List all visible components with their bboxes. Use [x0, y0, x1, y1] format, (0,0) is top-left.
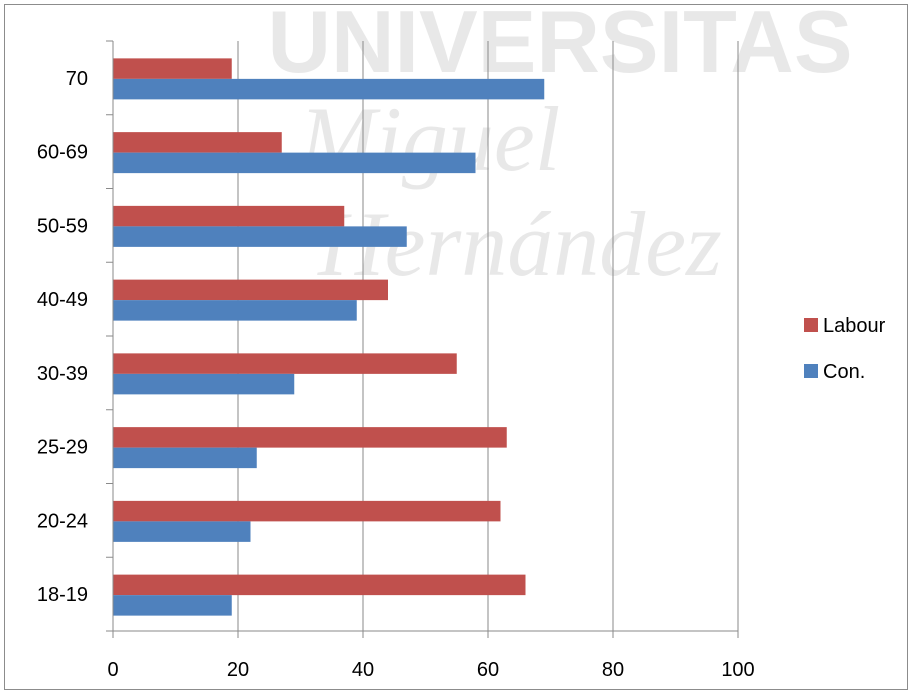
bar-labour-18-19 [113, 574, 526, 596]
legend: Labour Con. [804, 315, 886, 383]
y-tick-label: 25-29 [37, 437, 88, 459]
legend-label-con: Con. [823, 361, 865, 383]
y-tick-label: 50-59 [37, 215, 88, 237]
bar-con-60-69 [113, 152, 476, 174]
watermark-line-2: Miguel [298, 88, 561, 190]
x-tick-label: 0 [107, 659, 118, 681]
y-tick-label: 70 [66, 68, 88, 90]
x-tick-label: 40 [352, 659, 374, 681]
watermark: UNIVERSITAS Miguel Hernández [267, 0, 852, 295]
watermark-line-1: UNIVERSITAS [267, 0, 852, 91]
x-tick-label: 80 [602, 659, 624, 681]
gridlines [237, 41, 739, 631]
legend-label-labour: Labour [823, 315, 886, 337]
y-tick-label: 20-24 [37, 510, 88, 532]
legend-swatch-labour [804, 318, 818, 332]
bar-con-20-24 [113, 521, 251, 542]
bar-labour-50-59 [113, 205, 345, 227]
bar-con-50-59 [113, 226, 407, 247]
y-tick-label: 18-19 [37, 584, 88, 606]
bars [113, 58, 545, 616]
bar-labour-20-24 [113, 500, 501, 522]
bar-con-70 [113, 78, 545, 100]
x-tick-label: 20 [227, 659, 249, 681]
x-axis-labels: 0 20 40 60 80 100 [107, 659, 754, 681]
y-tick-label: 40-49 [37, 289, 88, 311]
bar-con-25-29 [113, 447, 257, 469]
x-tick-label: 60 [477, 659, 499, 681]
bar-con-30-39 [113, 373, 295, 395]
y-tick-label: 30-39 [37, 363, 88, 385]
y-axis-labels: 18-19 20-24 25-29 30-39 40-49 50-59 60-69 70 [37, 68, 88, 606]
bar-labour-25-29 [113, 427, 507, 448]
bar-con-18-19 [113, 595, 232, 616]
bar-labour-40-49 [113, 279, 388, 301]
legend-swatch-con [804, 364, 818, 378]
y-tick-label: 60-69 [37, 142, 88, 164]
x-tick-label: 100 [721, 659, 754, 681]
bar-labour-70 [113, 58, 232, 79]
bar-con-40-49 [113, 300, 357, 321]
bar-labour-60-69 [113, 132, 282, 153]
bar-labour-30-39 [113, 353, 457, 374]
axes [106, 40, 739, 638]
